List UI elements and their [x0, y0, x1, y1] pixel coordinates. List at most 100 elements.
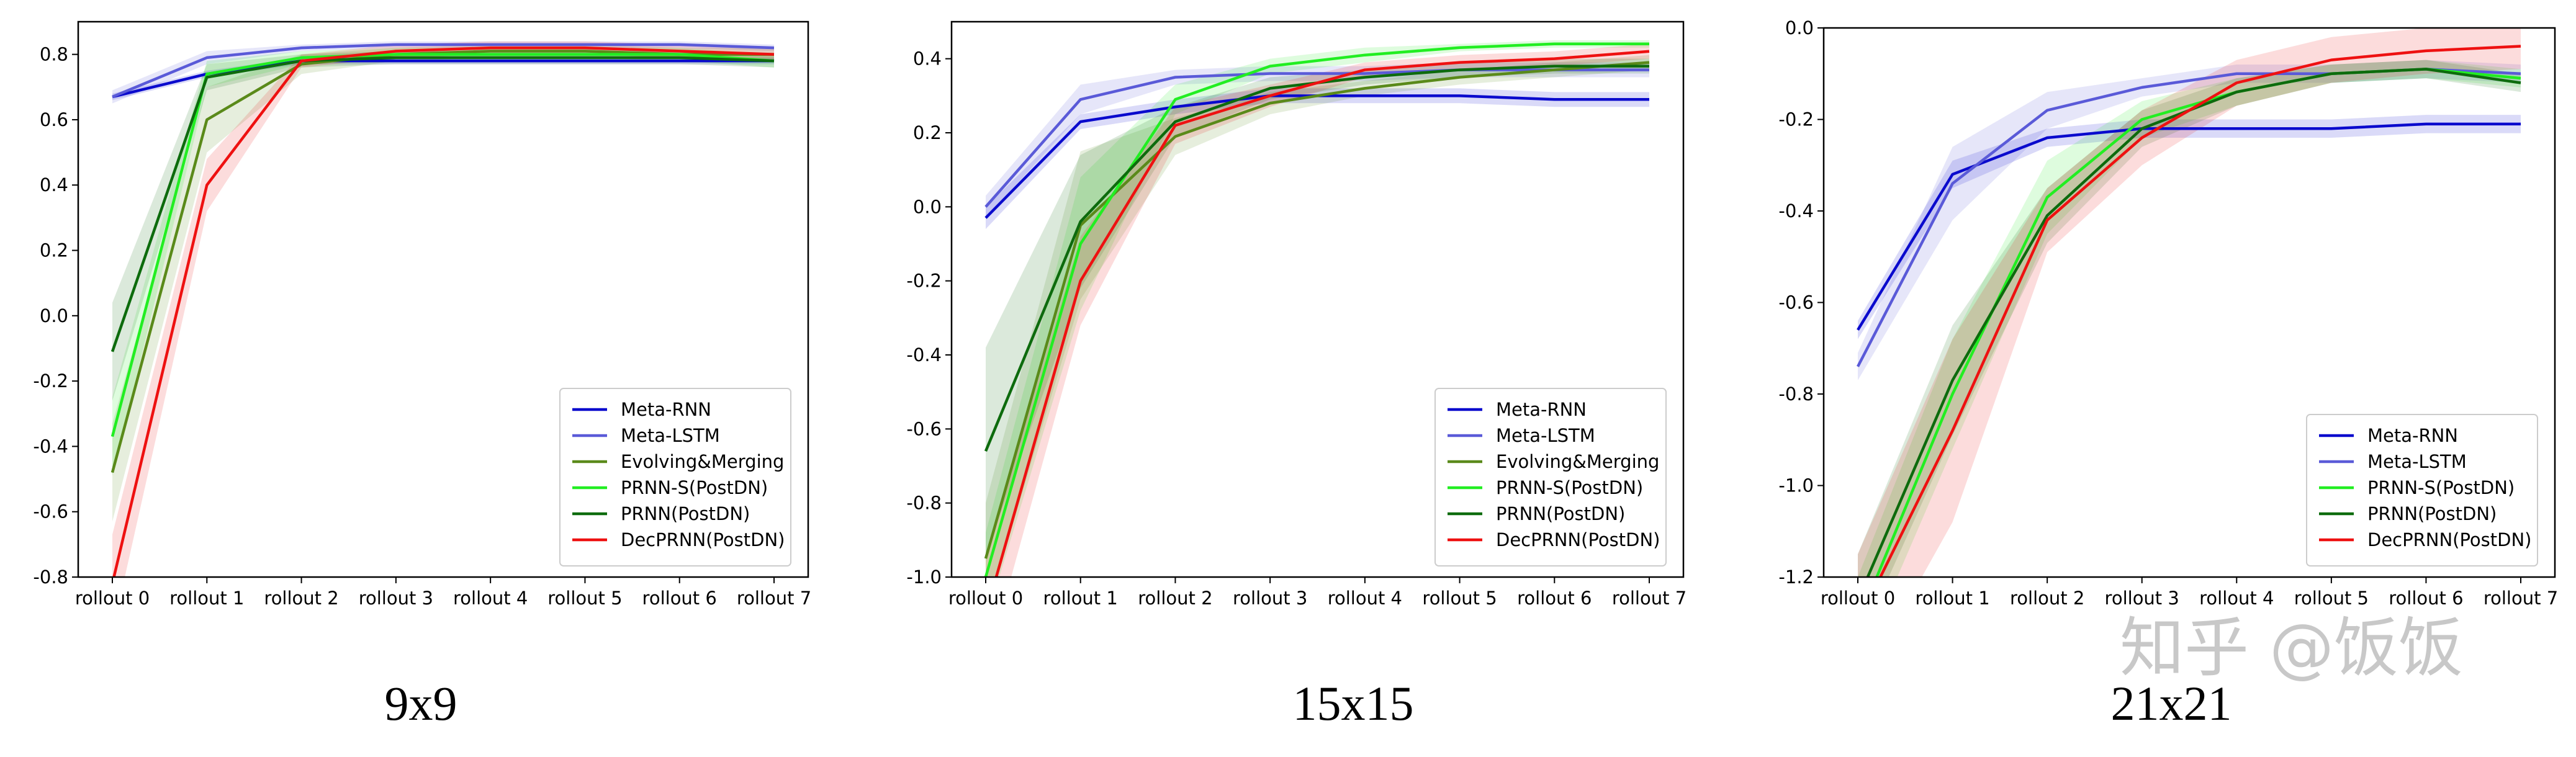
series-line [1878, 45, 2521, 577]
y-tick-label: -0.8 [906, 493, 942, 514]
x-tick-label: rollout 1 [169, 588, 244, 609]
series-band [986, 43, 1649, 577]
legend-label: PRNN(PostDN) [2367, 503, 2497, 524]
legend-label: Meta-LSTM [2367, 451, 2467, 472]
legend: Meta-RNN Meta-LSTM PRNN-S(PostDN) PRNN(Post… [2306, 414, 2538, 567]
legend-box [1434, 388, 1667, 567]
y-tick-label: -0.4 [906, 344, 942, 365]
x-tick-label: rollout 1 [1915, 588, 1989, 609]
x-tick-label: rollout 0 [75, 588, 150, 609]
y-tick-label: 0.0 [1785, 17, 1814, 38]
x-tick-label: rollout 2 [1138, 588, 1212, 609]
legend-label: Evolving&Merging [621, 451, 784, 472]
x-tick-label: rollout 2 [2010, 588, 2084, 609]
x-tick-label: rollout 0 [948, 588, 1023, 609]
plot-15x15: -1.0 -0.8 -0.6 -0.4 -0.2 0.0 0.2 0.4 rollout 0 ro… [906, 20, 1687, 609]
axes-frame [77, 20, 809, 578]
x-tick-label: rollout 3 [1233, 588, 1307, 609]
x-tick-label: rollout 4 [1328, 588, 1402, 609]
y-tick-label: -0.4 [33, 436, 68, 457]
series-line [984, 42, 1649, 577]
legend-label: Meta-RNN [621, 399, 711, 420]
y-tick-label: -0.2 [33, 370, 68, 392]
x-tick-label: rollout 2 [264, 588, 338, 609]
x-tick-label: rollout 4 [2199, 588, 2274, 609]
series-line [1857, 122, 2521, 331]
x-tick-label: rollout 6 [2389, 588, 2463, 609]
x-tick-label: rollout 4 [453, 588, 528, 609]
series-line [110, 53, 775, 437]
watermark: 知乎 @饭饭 [2120, 610, 2463, 686]
legend-box [2306, 414, 2538, 567]
series-line [984, 61, 1650, 559]
x-tick-label: rollout 6 [1517, 588, 1592, 609]
legend: Meta-RNN Meta-LSTM Evolving&Merging PRNN-S(… [1434, 388, 1667, 567]
legend-label: Meta-LSTM [621, 425, 720, 446]
y-tick-label: -0.6 [33, 501, 68, 522]
y-tick-label: 0.4 [40, 174, 68, 195]
legend-label: PRNN-S(PostDN) [2367, 477, 2515, 498]
legend: Meta-RNN Meta-LSTM Evolving&Merging PRNN-S(… [559, 388, 791, 567]
y-tick-label: 0.4 [913, 48, 942, 69]
series-line [994, 50, 1650, 577]
legend-label: PRNN(PostDN) [621, 503, 750, 524]
y-tick-label: 0.6 [40, 109, 68, 130]
x-tick-label: rollout 7 [737, 588, 811, 609]
x-tick-label: rollout 5 [547, 588, 622, 609]
legend-label: Meta-RNN [1496, 399, 1587, 420]
legend-label: DecPRNN(PostDN) [1496, 529, 1660, 550]
series-band [986, 55, 1649, 577]
legend-label: PRNN-S(PostDN) [621, 477, 768, 498]
y-tick-label: -0.8 [1778, 383, 1814, 405]
legend-box [559, 388, 791, 567]
x-tick-label: rollout 3 [359, 588, 433, 609]
x-tick-label: rollout 3 [2105, 588, 2179, 609]
series-line [110, 56, 775, 352]
series-band [112, 41, 774, 104]
legend-label: PRNN-S(PostDN) [1496, 477, 1643, 498]
series-line [112, 46, 775, 577]
x-tick-label: rollout 5 [2294, 588, 2369, 609]
caption-9x9: 9x9 [385, 676, 457, 730]
legend-label: Meta-RNN [2367, 425, 2458, 446]
legend-label: Evolving&Merging [1496, 451, 1659, 472]
x-tick-label: rollout 1 [1043, 588, 1118, 609]
legend-label: Meta-LSTM [1496, 425, 1595, 446]
legend-label: PRNN(PostDN) [1496, 503, 1625, 524]
y-tick-label: -0.6 [906, 418, 942, 439]
x-tick-label: rollout 0 [1821, 588, 1895, 609]
panel-9x9: -0.8 -0.6 -0.4 -0.2 0.0 0.2 0.4 0.6 0.8 rollout 0… [33, 20, 811, 730]
plot-21x21: -1.2 -1.0 -0.8 -0.6 -0.4 -0.2 0.0 rollout 0 roll… [1778, 17, 2558, 609]
x-tick-label: rollout 7 [1612, 588, 1687, 609]
panel-15x15: -1.0 -0.8 -0.6 -0.4 -0.2 0.0 0.2 0.4 rollout 0 ro… [906, 20, 1687, 730]
series-band [1858, 60, 2521, 380]
caption-15x15: 15x15 [1293, 676, 1414, 730]
y-tick-label: 0.0 [913, 196, 942, 217]
plot-area [1857, 28, 2521, 577]
y-tick-label: -1.2 [1778, 567, 1814, 588]
x-tick-label: rollout 5 [1422, 588, 1497, 609]
caption-21x21: 21x21 [2111, 676, 2232, 730]
panel-21x21: -1.2 -1.0 -0.8 -0.6 -0.4 -0.2 0.0 rollout 0 roll… [1778, 17, 2558, 730]
plot-area [110, 41, 775, 577]
legend-label: DecPRNN(PostDN) [621, 529, 785, 550]
y-tick-label: -1.0 [906, 567, 942, 588]
y-tick-label: 0.0 [40, 305, 68, 326]
y-tick-label: 0.2 [40, 240, 68, 261]
y-tick-label: -0.4 [1778, 200, 1814, 222]
y-tick-label: -0.6 [1778, 292, 1814, 313]
y-tick-label: -0.2 [906, 271, 942, 292]
series-line [112, 43, 775, 99]
y-tick-label: 0.2 [913, 122, 942, 143]
y-tick-label: -0.8 [33, 567, 68, 588]
y-tick-label: 0.8 [40, 44, 68, 65]
plot-area [984, 40, 1650, 577]
plot-9x9: -0.8 -0.6 -0.4 -0.2 0.0 0.2 0.4 0.6 0.8 rollout 0… [33, 20, 811, 609]
series-band [986, 88, 1649, 230]
y-tick-label: -1.0 [1778, 475, 1814, 496]
axes-frame [950, 20, 1685, 578]
y-tick-label: -0.2 [1778, 109, 1814, 130]
legend-label: DecPRNN(PostDN) [2367, 529, 2531, 550]
x-tick-label: rollout 6 [642, 588, 717, 609]
